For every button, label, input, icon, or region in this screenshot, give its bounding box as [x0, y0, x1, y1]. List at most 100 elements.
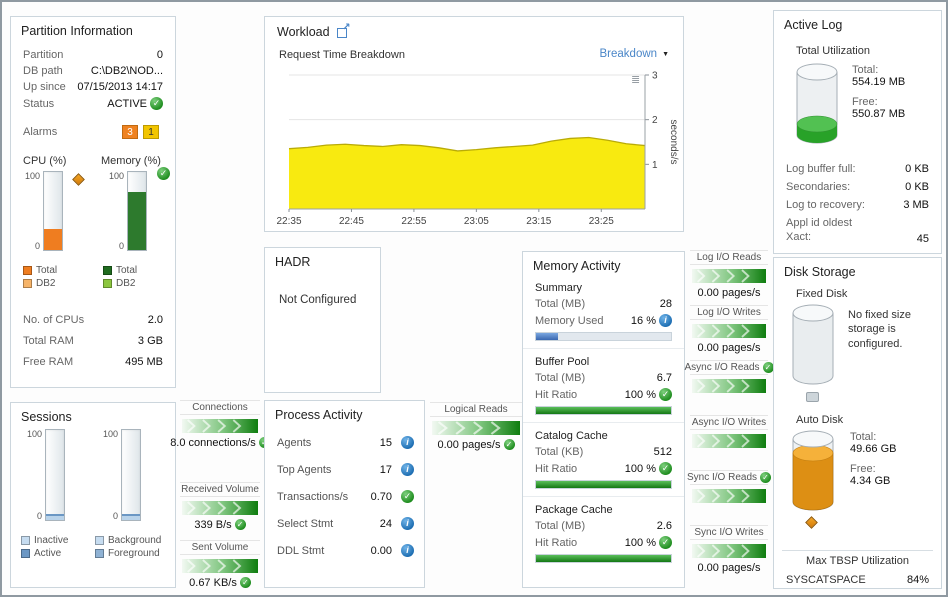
flow-arrow-icon [182, 559, 258, 573]
flow-arrow-icon [692, 269, 766, 283]
cpu-gauge-label: CPU (%) [23, 155, 67, 167]
memory-gauge-label: Memory (%) [101, 155, 161, 167]
legend-item: DB2 [23, 278, 57, 289]
tbsp-name: SYSCATSPACE [786, 574, 866, 586]
partition-info-rows: Partition 0 DB path C:\DB2\NOD... Up since… [11, 47, 175, 112]
async-io-reads-flow: Async I/O Reads [684, 360, 774, 410]
partition-stats: No. of CPUs 2.0 Total RAM 3 GB Free RAM 495… [11, 312, 175, 370]
buffer-pool-section: Buffer Pool Total (MB) 6.7 Hit Ratio 100 % [523, 348, 684, 415]
legend-item: Total [103, 265, 137, 276]
chevron-down-icon: ▼ [662, 50, 669, 58]
flow-label: Connections [180, 400, 260, 415]
legend-item: Foreground [95, 548, 161, 559]
flow-label: Sync I/O Reads [687, 470, 772, 485]
panel-title: Disk Storage [784, 265, 856, 279]
flow-arrow-icon [692, 379, 766, 393]
hit-ratio-bar [535, 406, 672, 415]
section-header: Catalog Cache [535, 430, 608, 442]
legend-swatch [95, 536, 104, 545]
table-row: Secondaries: 0 KB [786, 181, 929, 193]
gauge-max-label: 100 [108, 171, 124, 181]
svg-text:seconds/s: seconds/s [668, 119, 679, 164]
received-volume-flow: Received Volume 339 B/s [180, 482, 260, 532]
total-value: 554.19 MB [852, 76, 906, 88]
workload-panel: Workload Request Time Breakdown Breakdow… [264, 16, 684, 232]
flow-arrow-icon [692, 544, 766, 558]
flow-label: Sync I/O Writes [690, 525, 768, 540]
chart-options-icon[interactable]: ≣ [631, 74, 641, 86]
table-row: Hit Ratio 100 % [523, 534, 684, 551]
flow-value: 0.00 pages/s [697, 341, 761, 354]
workload-chart[interactable]: 1 2 3 22:35 22:45 22:55 23:05 23:15 23:25 seconds… [273, 69, 683, 229]
legend-item: Total [23, 265, 57, 276]
disk-storage-panel: Disk Storage Fixed Disk No fixed size st… [773, 257, 942, 589]
flow-label: Received Volume [180, 482, 260, 497]
table-row: Appl id oldest Xact: 45 [786, 217, 929, 245]
breakdown-selector[interactable]: Breakdown ▼ [599, 48, 669, 60]
table-row: Up since 07/15/2013 14:17 [23, 81, 163, 93]
legend-swatch [95, 549, 104, 558]
flow-label: Log I/O Writes [690, 305, 768, 320]
catalog-cache-section: Catalog Cache Total (KB) 512 Hit Ratio 100… [523, 422, 684, 489]
total-label: Total: [852, 64, 879, 76]
hit-ratio-bar-fill [536, 481, 671, 488]
table-row: Select Stmt 24 [265, 510, 424, 537]
alarm-caution-badge[interactable]: 1 [143, 125, 159, 139]
auto-disk-cylinder [790, 428, 836, 519]
legend-swatch [103, 279, 112, 288]
section-header: Buffer Pool [535, 356, 590, 368]
ok-icon [760, 472, 772, 483]
total-value: 49.66 GB [850, 443, 897, 455]
table-row: Top Agents 17 [265, 456, 424, 483]
legend-swatch [23, 266, 32, 275]
table-row: Total (KB) 512 [535, 446, 672, 458]
active-log-cylinder [794, 61, 840, 152]
svg-text:22:45: 22:45 [339, 216, 364, 227]
external-link-icon[interactable] [336, 22, 351, 38]
memory-gauge-fill [128, 191, 146, 250]
svg-text:22:35: 22:35 [276, 216, 301, 227]
active-log-stats: Log buffer full: 0 KB Secondaries: 0 KB Lo… [774, 161, 941, 247]
panel-title: Process Activity [275, 408, 363, 422]
flow-value [690, 505, 768, 520]
warning-diamond-icon[interactable] [72, 173, 85, 186]
info-icon[interactable] [401, 436, 414, 449]
table-row: Total RAM 3 GB [23, 335, 163, 347]
flow-value: 8.0 connections/s [170, 435, 270, 450]
table-row: Transactions/s 0.70 [265, 483, 424, 510]
info-icon[interactable] [659, 314, 672, 327]
gauge-min-label: 0 [112, 511, 118, 521]
memory-legend: Total DB2 [103, 263, 137, 291]
flow-value [690, 395, 768, 410]
info-icon[interactable] [401, 544, 414, 557]
ok-icon [762, 362, 774, 373]
package-cache-section: Package Cache Total (MB) 2.6 Hit Ratio 100… [523, 496, 684, 563]
alarm-warning-badge[interactable]: 3 [122, 125, 138, 139]
info-icon[interactable] [401, 517, 414, 530]
ok-icon [659, 388, 672, 401]
gauge-min-label: 0 [36, 511, 42, 521]
legend-item: DB2 [103, 278, 137, 289]
hit-ratio-bar [535, 554, 672, 563]
ok-icon [503, 439, 515, 450]
gauge-min-label: 0 [118, 241, 124, 251]
connections-flow: Connections 8.0 connections/s [170, 400, 270, 450]
sessions-legend-col2: Background Foreground [95, 533, 161, 561]
memory-activity-panel: Memory Activity Summary Total (MB) 28 Mem… [522, 251, 685, 588]
log-io-reads-flow: Log I/O Reads 0.00 pages/s [690, 250, 768, 300]
hadr-status: Not Configured [279, 294, 357, 306]
svg-text:2: 2 [652, 115, 658, 126]
total-label: Total: [850, 431, 877, 443]
tbsp-value: 84% [906, 574, 929, 586]
info-icon[interactable] [401, 463, 414, 476]
flow-arrow-icon [432, 421, 520, 435]
flow-label: Log I/O Reads [690, 250, 768, 265]
memory-summary-section: Summary Total (MB) 28 Memory Used 16 % [523, 280, 684, 341]
free-value: 4.34 GB [850, 475, 891, 487]
table-row: Partition 0 [23, 49, 163, 61]
hit-ratio-bar-fill [536, 407, 671, 414]
legend-swatch [103, 266, 112, 275]
flow-value: 0.00 pages/s [697, 561, 761, 574]
sent-volume-flow: Sent Volume 0.67 KB/s [180, 540, 260, 590]
